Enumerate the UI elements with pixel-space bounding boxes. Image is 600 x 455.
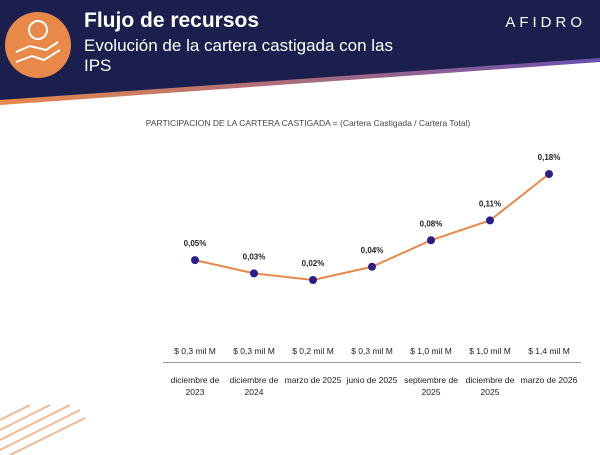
icon-coin xyxy=(28,20,48,40)
x-tick-label: diciembre de 2024 xyxy=(229,375,279,397)
amount-label: $ 1,4 mil M xyxy=(517,346,581,363)
x-tick-label: marzo de 2025 xyxy=(284,375,342,385)
icon-circle xyxy=(5,12,71,78)
amount-label: $ 0,3 mil M xyxy=(222,346,286,363)
x-tick-label: marzo de 2026 xyxy=(520,375,578,385)
value-label: 0,18% xyxy=(538,153,561,162)
point xyxy=(191,256,199,265)
amount-label: $ 0,3 mil M xyxy=(163,346,227,363)
icon-hand xyxy=(15,41,61,63)
value-label: 0,04% xyxy=(361,246,384,255)
point xyxy=(309,276,317,284)
amount-label: $ 1,0 mil M xyxy=(399,346,463,363)
value-label: 0,11% xyxy=(479,199,501,208)
x-tick-label: diciembre de 2023 xyxy=(170,375,220,397)
point xyxy=(368,262,376,271)
point xyxy=(545,170,553,178)
value-label: 0,08% xyxy=(420,219,443,228)
x-tick-label: diciembre de 2025 xyxy=(465,375,515,397)
point xyxy=(250,269,258,278)
amount-label: $ 1,0 mil M xyxy=(458,346,522,363)
value-label: 0,05% xyxy=(184,239,207,248)
chart-title: PARTICIPACION DE LA CARTERA CASTIGADA = … xyxy=(145,118,471,128)
x-tick-label: junio de 2025 xyxy=(346,375,398,385)
x-tick-label: septiembre de 2025 xyxy=(404,375,458,397)
banner xyxy=(0,0,600,100)
decor-stripes xyxy=(0,404,86,455)
value-label: 0,03% xyxy=(243,252,266,261)
plot: 0,05% 0,03% 0,02% 0,04% 0,08% 0,11% 0,18% xyxy=(184,153,561,284)
logo: AFIDRO xyxy=(505,14,586,31)
value-label: 0,02% xyxy=(302,259,325,268)
amount-label: $ 0,3 mil M xyxy=(340,346,404,363)
point xyxy=(486,216,494,225)
title: Flujo de recursos xyxy=(84,9,260,32)
amount-label: $ 0,2 mil M xyxy=(281,346,345,363)
point xyxy=(427,236,435,245)
subtitle: Evolución de la cartera castigada con la… xyxy=(84,36,394,75)
